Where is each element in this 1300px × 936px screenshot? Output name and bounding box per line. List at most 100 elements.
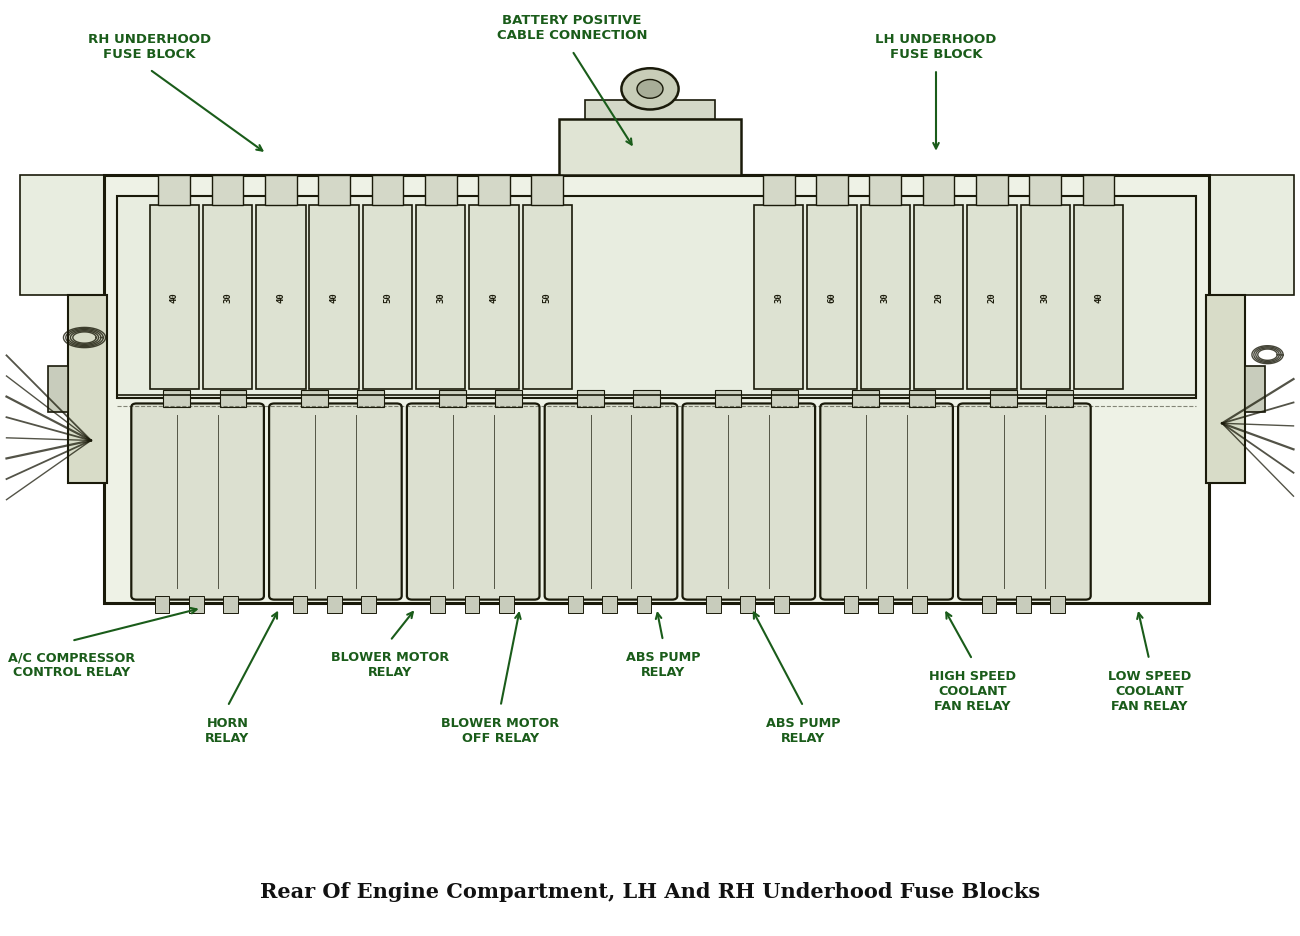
Text: HORN
RELAY: HORN RELAY — [205, 716, 250, 744]
Polygon shape — [224, 596, 238, 613]
Polygon shape — [559, 120, 741, 175]
Text: 20: 20 — [935, 292, 942, 303]
Circle shape — [621, 69, 679, 110]
Text: Rear Of Engine Compartment, LH And RH Underhood Fuse Blocks: Rear Of Engine Compartment, LH And RH Un… — [260, 881, 1040, 901]
Polygon shape — [363, 205, 412, 389]
Text: LOW SPEED
COOLANT
FAN RELAY: LOW SPEED COOLANT FAN RELAY — [1108, 669, 1191, 712]
Polygon shape — [637, 596, 651, 613]
Polygon shape — [853, 390, 879, 408]
Text: 50: 50 — [543, 292, 551, 303]
Polygon shape — [188, 596, 204, 613]
Polygon shape — [292, 596, 307, 613]
Polygon shape — [358, 390, 385, 408]
Polygon shape — [844, 596, 858, 613]
Polygon shape — [523, 205, 572, 389]
Polygon shape — [1118, 175, 1294, 296]
Polygon shape — [1083, 175, 1114, 205]
Polygon shape — [159, 175, 190, 205]
Polygon shape — [763, 175, 794, 205]
FancyBboxPatch shape — [269, 404, 402, 600]
Text: 30: 30 — [224, 292, 231, 303]
Polygon shape — [715, 390, 741, 408]
Polygon shape — [150, 205, 199, 389]
Text: RH UNDERHOOD
FUSE BLOCK: RH UNDERHOOD FUSE BLOCK — [88, 33, 211, 61]
Polygon shape — [633, 390, 660, 408]
Polygon shape — [914, 205, 963, 389]
Polygon shape — [706, 596, 720, 613]
Polygon shape — [20, 175, 195, 296]
Polygon shape — [326, 596, 342, 613]
Text: BLOWER MOTOR
OFF RELAY: BLOWER MOTOR OFF RELAY — [442, 716, 559, 744]
Polygon shape — [469, 205, 519, 389]
Polygon shape — [464, 596, 480, 613]
Text: 40: 40 — [490, 292, 498, 303]
Polygon shape — [878, 596, 893, 613]
Polygon shape — [913, 596, 927, 613]
Text: 30: 30 — [775, 292, 783, 303]
Polygon shape — [104, 175, 1209, 604]
Polygon shape — [861, 205, 910, 389]
Polygon shape — [372, 175, 403, 205]
Text: 40: 40 — [1095, 292, 1102, 303]
Polygon shape — [532, 175, 563, 205]
Polygon shape — [967, 205, 1017, 389]
Polygon shape — [982, 596, 996, 613]
Polygon shape — [568, 596, 582, 613]
Polygon shape — [164, 390, 190, 408]
Polygon shape — [212, 175, 243, 205]
Polygon shape — [425, 175, 456, 205]
Text: HIGH SPEED
COOLANT
FAN RELAY: HIGH SPEED COOLANT FAN RELAY — [930, 669, 1015, 712]
Polygon shape — [1046, 390, 1074, 408]
Text: 30: 30 — [1041, 292, 1049, 303]
Polygon shape — [1074, 205, 1123, 389]
Polygon shape — [923, 175, 954, 205]
Polygon shape — [976, 175, 1008, 205]
Text: 40: 40 — [277, 292, 285, 303]
Polygon shape — [1206, 296, 1245, 484]
FancyBboxPatch shape — [545, 404, 677, 600]
Text: 30: 30 — [881, 292, 889, 303]
Polygon shape — [816, 175, 848, 205]
Text: 50: 50 — [384, 292, 391, 303]
FancyBboxPatch shape — [820, 404, 953, 600]
Polygon shape — [155, 596, 169, 613]
Circle shape — [637, 80, 663, 99]
Polygon shape — [302, 390, 328, 408]
Polygon shape — [577, 390, 603, 408]
Polygon shape — [602, 596, 617, 613]
Text: A/C COMPRESSOR
CONTROL RELAY: A/C COMPRESSOR CONTROL RELAY — [8, 651, 135, 679]
FancyBboxPatch shape — [682, 404, 815, 600]
FancyBboxPatch shape — [407, 404, 540, 600]
Polygon shape — [195, 175, 1118, 284]
Text: BLOWER MOTOR
RELAY: BLOWER MOTOR RELAY — [332, 651, 448, 679]
Polygon shape — [1030, 175, 1061, 205]
Polygon shape — [1050, 596, 1065, 613]
Text: 20: 20 — [988, 292, 996, 303]
Polygon shape — [870, 175, 901, 205]
Polygon shape — [439, 390, 465, 408]
Polygon shape — [499, 596, 514, 613]
Polygon shape — [318, 175, 350, 205]
Polygon shape — [775, 596, 789, 613]
Polygon shape — [1245, 367, 1265, 412]
Text: 30: 30 — [437, 292, 445, 303]
Text: 40: 40 — [170, 292, 178, 303]
Text: 40: 40 — [330, 292, 338, 303]
Polygon shape — [48, 367, 68, 412]
Polygon shape — [1020, 205, 1070, 389]
Polygon shape — [361, 596, 376, 613]
Polygon shape — [495, 390, 523, 408]
FancyBboxPatch shape — [958, 404, 1091, 600]
Polygon shape — [478, 175, 510, 205]
Polygon shape — [220, 390, 247, 408]
Polygon shape — [265, 175, 296, 205]
Text: BATTERY POSITIVE
CABLE CONNECTION: BATTERY POSITIVE CABLE CONNECTION — [497, 14, 647, 42]
Text: ABS PUMP
RELAY: ABS PUMP RELAY — [625, 651, 701, 679]
Polygon shape — [771, 390, 798, 408]
Text: LH UNDERHOOD
FUSE BLOCK: LH UNDERHOOD FUSE BLOCK — [875, 33, 997, 61]
Polygon shape — [68, 296, 107, 484]
Polygon shape — [740, 596, 755, 613]
Polygon shape — [309, 205, 359, 389]
Polygon shape — [1015, 596, 1031, 613]
Polygon shape — [117, 197, 1196, 398]
